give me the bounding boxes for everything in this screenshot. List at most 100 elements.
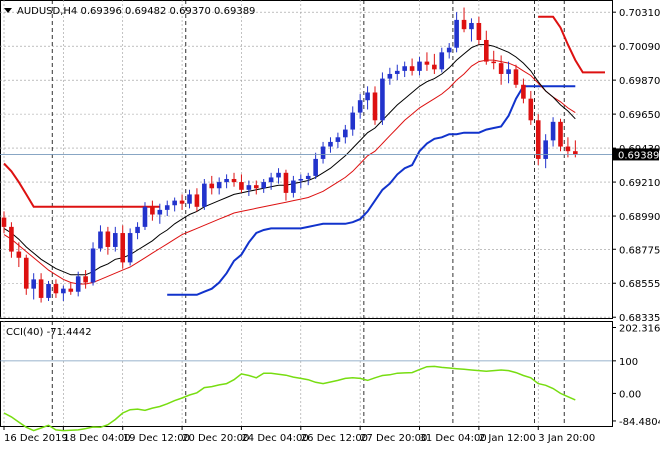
candle[interactable] [565,137,571,158]
candle[interactable] [253,180,259,195]
candle-body[interactable] [550,121,556,141]
candle-body[interactable] [565,146,571,152]
candle[interactable] [90,242,96,286]
candle-body[interactable] [573,151,578,155]
candle-body[interactable] [209,183,215,189]
candle-body[interactable] [253,185,259,189]
candle-body[interactable] [61,288,66,294]
candle[interactable] [113,226,118,252]
candle[interactable] [150,200,155,221]
candle-body[interactable] [543,140,548,159]
candle[interactable] [187,189,192,209]
candle-body[interactable] [402,66,407,71]
candle-body[interactable] [172,200,177,206]
candle[interactable] [105,226,111,255]
candle[interactable] [298,174,304,189]
candle-body[interactable] [469,22,474,30]
candle[interactable] [194,188,200,212]
candle-body[interactable] [432,64,437,70]
candle[interactable] [409,58,415,76]
candle[interactable] [461,7,467,33]
candle-body[interactable] [1,217,7,227]
candle[interactable] [9,222,14,258]
candle-body[interactable] [558,121,563,147]
candles[interactable] [1,7,578,303]
candle[interactable] [23,254,29,295]
candle[interactable] [550,117,556,147]
candle[interactable] [261,178,266,193]
candle-body[interactable] [16,251,22,258]
candle-body[interactable] [98,231,103,249]
candle[interactable] [120,225,126,269]
candle-body[interactable] [9,226,14,252]
candle[interactable] [157,203,163,224]
candle-body[interactable] [202,183,207,207]
candle[interactable] [291,175,296,198]
candle-body[interactable] [424,61,430,65]
candle-body[interactable] [150,206,155,215]
candle-body[interactable] [113,233,118,247]
candle-body[interactable] [394,70,400,74]
candle-body[interactable] [38,279,44,298]
candle-body[interactable] [476,22,482,40]
candle[interactable] [53,279,59,298]
candle-body[interactable] [157,209,163,215]
candle[interactable] [16,242,22,268]
candle-body[interactable] [239,182,244,190]
candle[interactable] [31,273,36,300]
candle-body[interactable] [75,276,81,292]
candle-body[interactable] [187,194,192,204]
candle[interactable] [357,94,363,119]
candle-body[interactable] [454,19,459,48]
candle[interactable] [432,53,437,74]
candle-body[interactable] [120,233,126,263]
candle-body[interactable] [535,120,541,159]
candle[interactable] [268,172,274,190]
candle-body[interactable] [320,146,326,159]
candle[interactable] [135,222,140,240]
candle[interactable] [239,174,244,193]
candle-body[interactable] [365,92,370,101]
candle[interactable] [402,61,407,78]
candle[interactable] [424,52,430,71]
candle[interactable] [209,175,215,195]
candle[interactable] [172,197,177,212]
candle-body[interactable] [446,47,452,53]
candle-body[interactable] [350,112,356,130]
candle[interactable] [164,200,170,217]
dropdown-triangle-icon[interactable] [4,8,12,13]
candle[interactable] [335,132,341,149]
candle-body[interactable] [83,276,88,283]
candle[interactable] [246,180,252,196]
candle[interactable] [224,174,229,189]
candle-body[interactable] [23,257,29,289]
candle-body[interactable] [90,248,96,283]
candle[interactable] [283,169,289,201]
candle[interactable] [528,90,534,125]
candle-body[interactable] [521,84,526,99]
candle-body[interactable] [142,206,148,227]
candle-body[interactable] [31,279,36,289]
candle[interactable] [498,55,504,85]
candle[interactable] [313,152,318,179]
candle-body[interactable] [409,66,415,71]
candle-body[interactable] [387,73,393,79]
candle-body[interactable] [231,178,237,183]
candle-body[interactable] [246,185,252,190]
candle[interactable] [46,280,51,302]
candle-body[interactable] [224,178,229,183]
candle-body[interactable] [179,200,185,204]
candle-body[interactable] [268,177,274,183]
candle[interactable] [231,172,237,187]
candle-body[interactable] [528,98,534,121]
candle-body[interactable] [357,100,363,113]
candle-body[interactable] [305,175,311,179]
candle[interactable] [387,67,393,85]
candle-body[interactable] [417,61,422,71]
candle-body[interactable] [513,69,519,85]
candle[interactable] [1,211,7,234]
candle-body[interactable] [298,178,304,181]
candle-body[interactable] [135,226,140,234]
candle[interactable] [365,86,370,110]
candle-body[interactable] [291,180,296,193]
